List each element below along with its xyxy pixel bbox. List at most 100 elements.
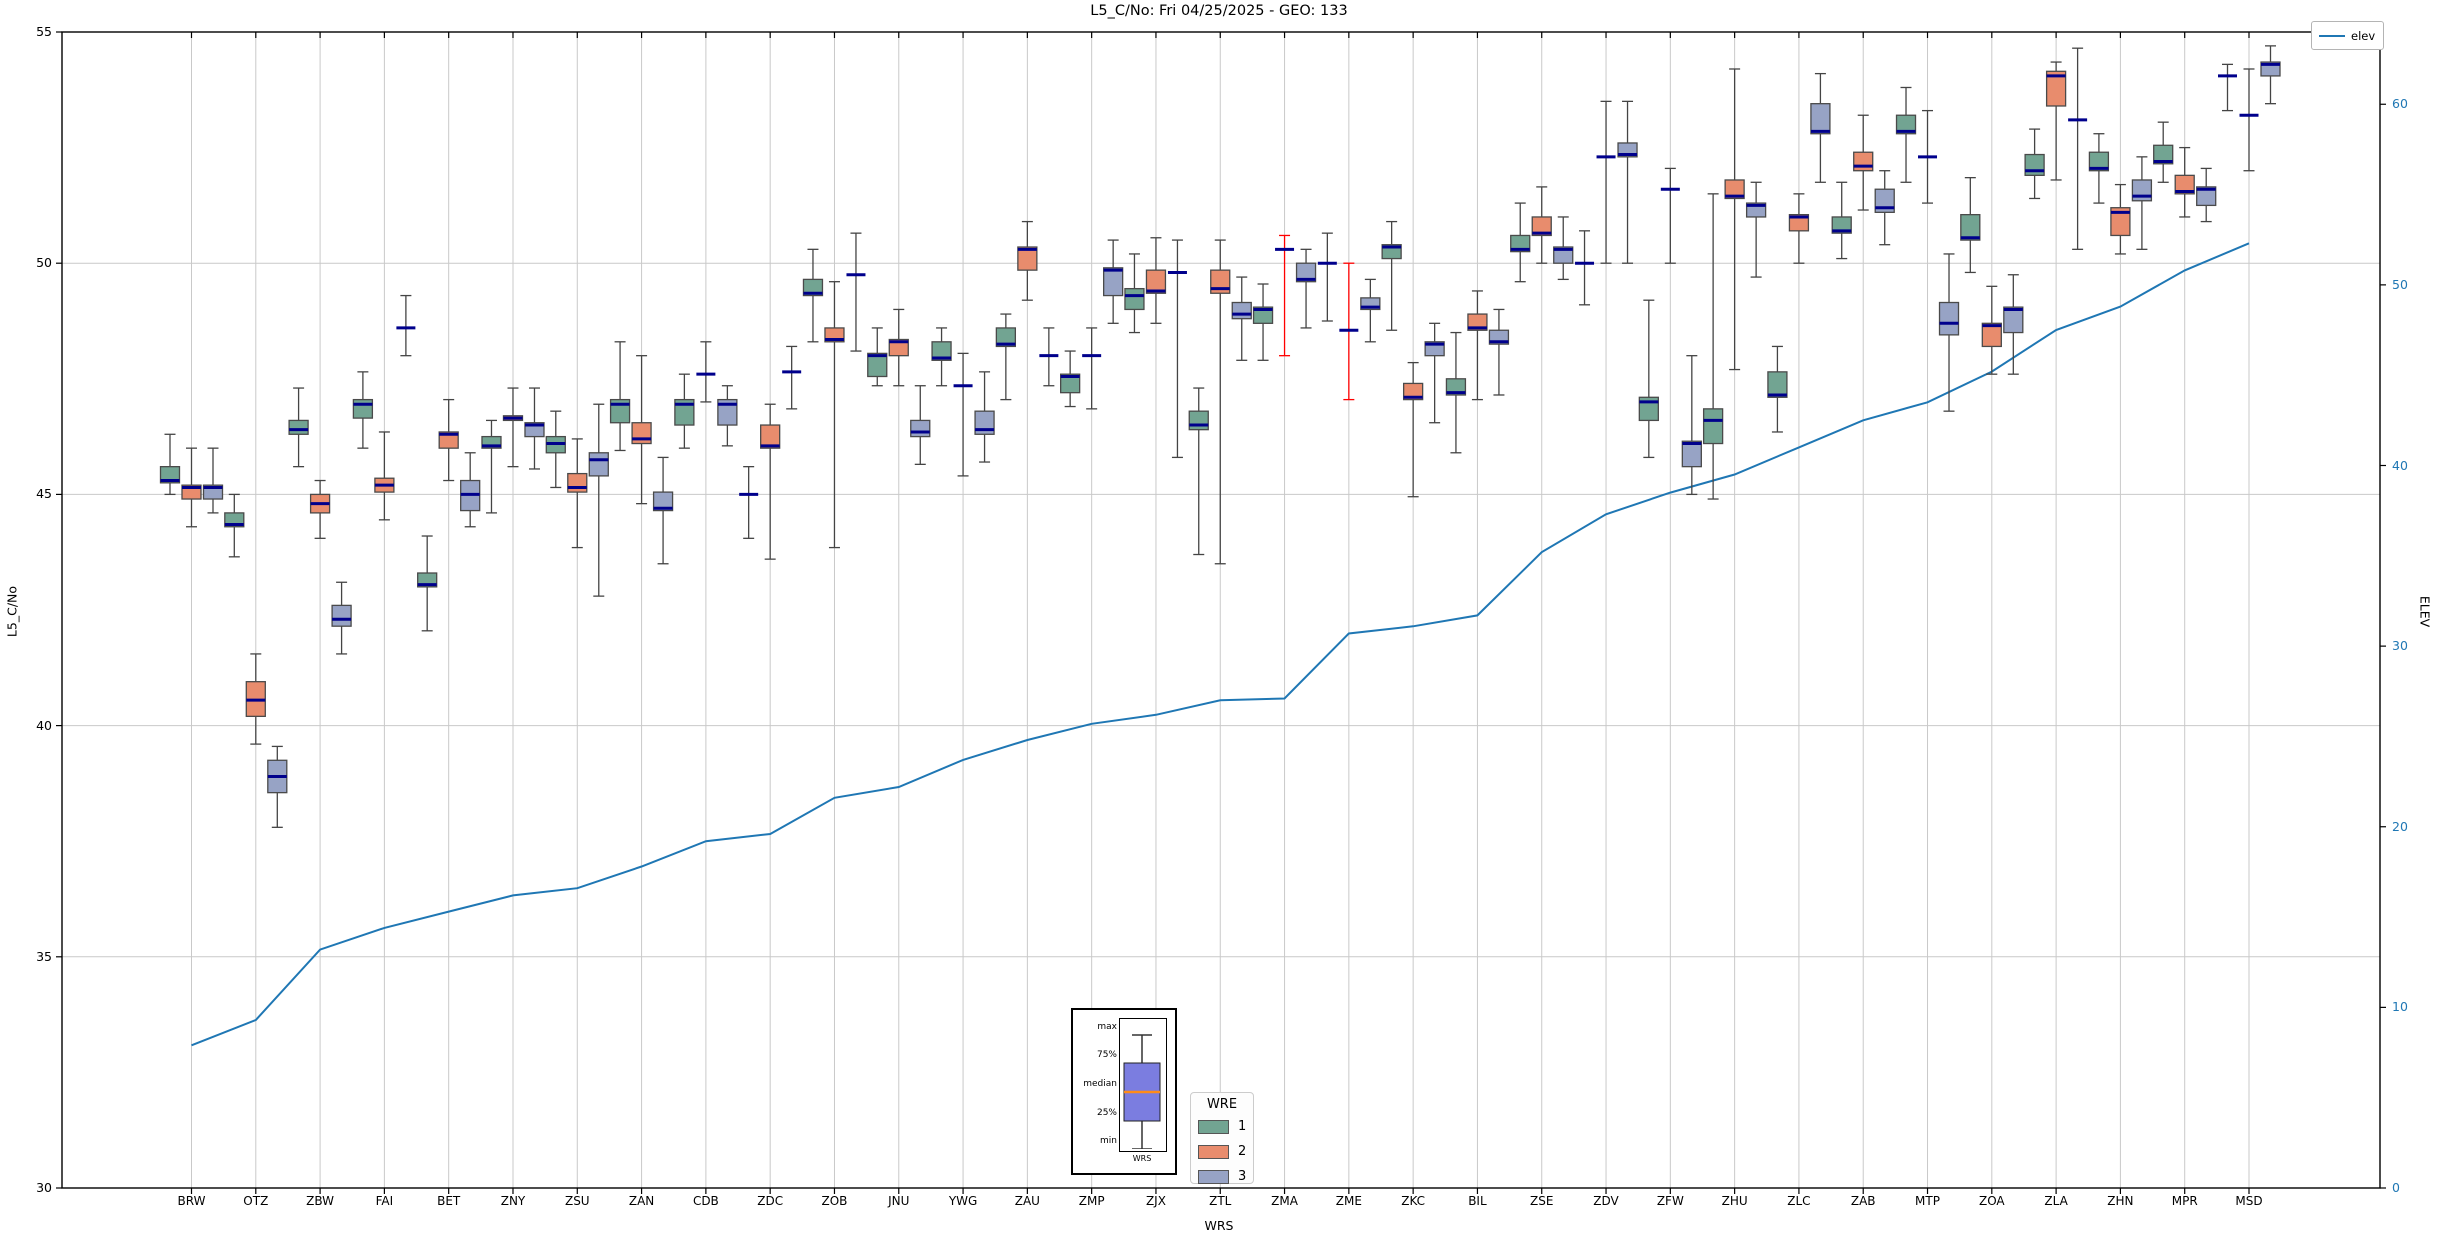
box-wre2-ZLC <box>1788 213 1810 232</box>
box-wre3-CDB <box>717 398 738 426</box>
key-label-25: 25% <box>1096 1108 1117 1118</box>
box-wre3-JNU <box>910 419 931 438</box>
y-left-tick-label: 45 <box>36 486 52 502</box>
x-tick-label-ZDC: ZDC <box>757 1194 784 1208</box>
x-tick-label-ZHU: ZHU <box>1721 1194 1748 1208</box>
box-wre3-ZSU <box>588 452 609 477</box>
y-right-tick-label: 40 <box>2392 457 2408 473</box>
box-wre1-ZHU <box>1702 408 1724 445</box>
box-wre3-ZMP <box>1103 267 1124 297</box>
x-tick-label-ZSE: ZSE <box>1530 1194 1554 1208</box>
box-wre3-ZSE <box>1553 246 1574 264</box>
x-tick-label-BIL: BIL <box>1468 1194 1487 1208</box>
box-wre1-JNU <box>867 352 888 378</box>
x-tick-label-ZMA: ZMA <box>1271 1194 1298 1208</box>
box-wre2-ZHN <box>2110 207 2131 237</box>
y-right-tick-label: 50 <box>2392 276 2408 292</box>
axes-frame <box>61 31 2381 1189</box>
box-wre1-ZLC <box>1767 371 1788 398</box>
x-tick-label-ZMP: ZMP <box>1078 1194 1105 1208</box>
box-wre3-ZHN <box>2131 179 2153 202</box>
box-wre2-ZSU <box>567 472 588 493</box>
box-wre2-BIL <box>1467 313 1488 331</box>
box-wre1-ZAU <box>995 327 1017 348</box>
chart-title: L5_C/No: Fri 04/25/2025 - GEO: 133 <box>1090 3 1348 19</box>
y-right-tick-label: 10 <box>2392 999 2408 1015</box>
elev-legend-label: elev <box>2351 28 2376 43</box>
box-wre1-BIL <box>1445 378 1467 396</box>
box-wre1-ZMA <box>1252 306 1274 324</box>
box-wre2-MPR <box>2174 174 2195 195</box>
box-wre1-MTP <box>1895 114 1917 135</box>
x-tick-label-ZOA: ZOA <box>1978 1194 2005 1208</box>
y-right-tick-label: 60 <box>2392 96 2408 112</box>
y-left-tick-label: 50 <box>36 255 52 271</box>
box-wre3-ZTL <box>1231 301 1252 320</box>
x-tick-label-ZHN: ZHN <box>2107 1194 2134 1208</box>
y-axis-left-label: L5_C/No <box>4 585 20 638</box>
box-wre2-JNU <box>888 338 909 357</box>
x-tick-label-MPR: MPR <box>2171 1194 2198 1208</box>
box-wre2-ZOA <box>1981 322 2002 348</box>
key-label-max: max <box>1097 1022 1117 1032</box>
box-wre3-ZBW <box>331 604 352 627</box>
x-tick-label-FAI: FAI <box>375 1194 394 1208</box>
box-wre1-ZAB <box>1831 216 1852 234</box>
wre-legend-entry-3: 3 <box>1198 1169 1246 1184</box>
x-tick-label-ZAB: ZAB <box>1850 1194 1876 1208</box>
box-wre3-ZME <box>1360 297 1381 311</box>
y-right-tick-label: 30 <box>2392 638 2408 654</box>
wre-legend: WRE 1 2 3 <box>1190 1092 1254 1184</box>
box-wre3-ZOA <box>2003 306 2024 334</box>
box-wre2-BET <box>438 431 459 449</box>
box-wre2-ZAN <box>631 422 652 445</box>
y-left-tick-label: 30 <box>36 1180 52 1195</box>
box-wre1-ZLA <box>2024 153 2045 176</box>
x-tick-label-ZOB: ZOB <box>821 1194 848 1208</box>
y-right-tick-label: 20 <box>2392 818 2408 834</box>
box-wre3-MPR <box>2196 186 2217 207</box>
wre-legend-entry-1: 1 <box>1198 1119 1246 1134</box>
x-tick-label-BRW: BRW <box>177 1194 206 1208</box>
x-tick-label-CDB: CDB <box>692 1194 719 1208</box>
box-wre2-ZAU <box>1017 246 1038 271</box>
box-wre2-ZDC <box>760 424 781 449</box>
elev-line <box>191 242 2250 1047</box>
x-tick-label-ZLA: ZLA <box>2044 1194 2068 1208</box>
box-wre2-ZLA <box>2045 70 2067 107</box>
box-wre1-FAI <box>352 398 374 419</box>
x-tick-label-ZDV: ZDV <box>1593 1194 1619 1208</box>
box-wre1-BRW <box>159 466 181 484</box>
box-wre1-ZNY <box>481 435 502 449</box>
box-wre1-ZOB <box>802 278 824 297</box>
x-tick-label-MSD: MSD <box>2235 1194 2263 1208</box>
box-wre1-YWG <box>931 341 952 361</box>
box-wre2-ZSE <box>1531 216 1552 237</box>
boxplot-key-inset: max 75% median 25% min WRS <box>1071 1008 1177 1175</box>
key-xlabel: WRS <box>1132 1154 1152 1163</box>
box-wre1-MPR <box>2153 144 2174 165</box>
key-label-median: median <box>1083 1079 1117 1089</box>
boxplot-key-glyph <box>1123 1034 1161 1150</box>
box-wre2-ZKC <box>1402 382 1424 401</box>
x-tick-label-OTZ: OTZ <box>243 1194 269 1208</box>
box-wre1-ZHN <box>2088 151 2110 172</box>
x-tick-label-ZTL: ZTL <box>1209 1194 1232 1208</box>
x-tick-label-ZKC: ZKC <box>1401 1194 1426 1208</box>
wre-legend-entry-2: 2 <box>1198 1144 1246 1159</box>
x-tick-label-ZME: ZME <box>1335 1194 1362 1208</box>
x-tick-label-ZAU: ZAU <box>1014 1194 1040 1208</box>
x-tick-label-BET: BET <box>437 1194 461 1208</box>
elev-line-icon <box>2319 34 2345 37</box>
box-wre1-CDB <box>674 398 695 426</box>
wre-legend-title: WRE <box>1206 1097 1238 1112</box>
box-wre1-ZBW <box>288 419 309 435</box>
key-label-min: min <box>1100 1136 1117 1146</box>
wre3-swatch-icon <box>1198 1169 1229 1184</box>
x-tick-label-ZSU: ZSU <box>564 1194 590 1208</box>
x-tick-label-JNU: JNU <box>888 1194 910 1208</box>
box-wre3-ZFW <box>1681 440 1702 468</box>
x-tick-label-ZAN: ZAN <box>628 1194 655 1208</box>
boxplot-key-axes <box>1119 1018 1167 1152</box>
